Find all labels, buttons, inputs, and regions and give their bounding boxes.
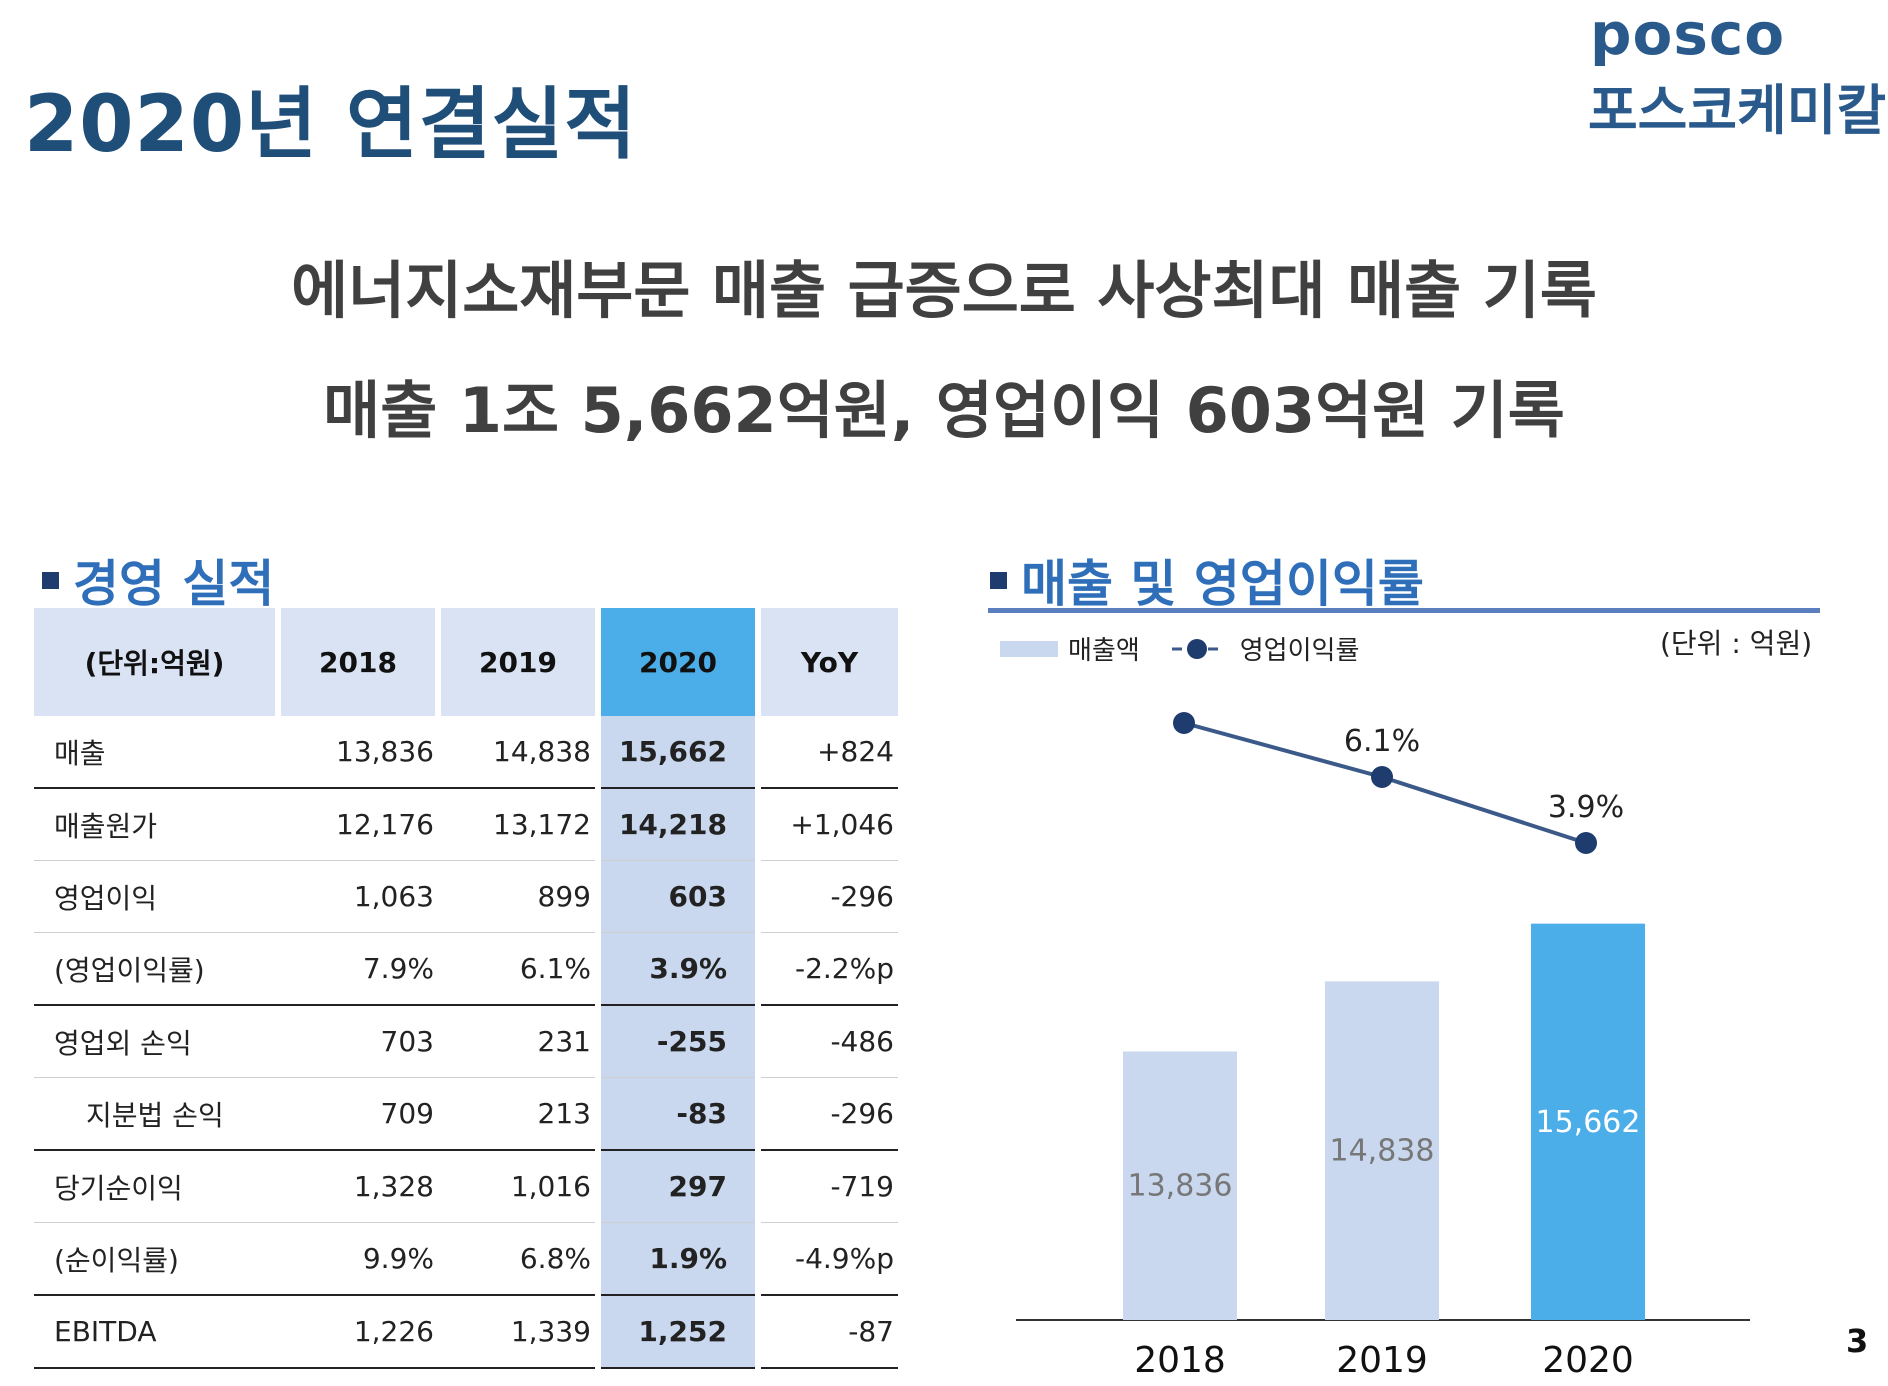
cell-2018: 1,063 bbox=[278, 860, 438, 933]
page-title: 2020년 연결실적 bbox=[24, 80, 638, 170]
cell-yoy: +824 bbox=[758, 716, 898, 789]
row-label: 지분법 손익 bbox=[34, 1077, 278, 1151]
cell-2018: 1,226 bbox=[278, 1295, 438, 1369]
margin-value-label: 6.1% bbox=[1344, 724, 1420, 759]
cell-2020: 14,218 bbox=[595, 788, 761, 861]
cell-2018: 7.9% bbox=[278, 932, 438, 1006]
bar-2020 bbox=[1531, 923, 1645, 1320]
cell-2019: 6.8% bbox=[438, 1222, 598, 1296]
table-row: (영업이익률) 7.9% 6.1% 3.9% -2.2%p bbox=[34, 932, 898, 1006]
cell-2018: 1,328 bbox=[278, 1150, 438, 1223]
cell-2018: 703 bbox=[278, 1005, 438, 1078]
margin-point bbox=[1371, 766, 1393, 788]
cell-yoy: -4.9%p bbox=[758, 1222, 898, 1296]
bar-2018 bbox=[1123, 1051, 1237, 1320]
logo-posco: posco bbox=[1590, 0, 1786, 68]
section-divider bbox=[988, 608, 1820, 613]
legend-line-label: 영업이익률 bbox=[1239, 636, 1360, 666]
page-number: 3 bbox=[1846, 1322, 1869, 1360]
section-title-sales-margin: 매출 및 영업이익률 bbox=[990, 544, 1424, 616]
table-row: 매출원가 12,176 13,172 14,218 +1,046 bbox=[34, 788, 898, 861]
header-2020: 2020 bbox=[595, 608, 758, 716]
section-title-text: 매출 및 영업이익률 bbox=[1021, 555, 1424, 613]
cell-2018: 9.9% bbox=[278, 1222, 438, 1296]
cell-2019: 1,016 bbox=[438, 1150, 598, 1223]
cell-2020: -83 bbox=[595, 1077, 761, 1151]
cell-2020: 1,252 bbox=[595, 1295, 761, 1369]
cell-2020: -255 bbox=[595, 1005, 761, 1078]
row-label: 당기순이익 bbox=[34, 1150, 278, 1223]
section-title-performance: 경영 실적 bbox=[42, 544, 274, 616]
cell-yoy: +1,046 bbox=[758, 788, 898, 861]
sales-margin-chart: 13,836 2018 14,838 2019 15,662 2020 7.9% 6.1% 3.… bbox=[1016, 700, 1750, 1380]
bullet-square-icon bbox=[42, 571, 59, 589]
bar-value-label: 14,838 bbox=[1330, 1134, 1435, 1169]
cell-yoy: -486 bbox=[758, 1005, 898, 1078]
cell-2020: 603 bbox=[595, 860, 761, 933]
margin-point bbox=[1173, 712, 1195, 734]
cell-2019: 213 bbox=[438, 1077, 598, 1151]
row-label: 영업이익 bbox=[34, 860, 278, 933]
cell-2019: 1,339 bbox=[438, 1295, 598, 1369]
cell-2018: 13,836 bbox=[278, 716, 438, 789]
table-row: EBITDA 1,226 1,339 1,252 -87 bbox=[34, 1295, 898, 1369]
cell-2020: 297 bbox=[595, 1150, 761, 1223]
row-label: (순이익률) bbox=[34, 1222, 278, 1296]
bar-value-label: 13,836 bbox=[1128, 1169, 1233, 1204]
cell-yoy: -296 bbox=[758, 1077, 898, 1151]
cell-yoy: -719 bbox=[758, 1150, 898, 1223]
x-tick-label: 2020 bbox=[1542, 1340, 1634, 1380]
table-row: (순이익률) 9.9% 6.8% 1.9% -4.9%p bbox=[34, 1222, 898, 1296]
table-header-row: (단위:억원) 2018 2019 2020 YoY bbox=[34, 608, 898, 716]
legend-line-marker-icon bbox=[1171, 638, 1222, 659]
logo-company-name: 포스코케미칼 bbox=[1588, 79, 1887, 142]
header-yoy: YoY bbox=[755, 608, 898, 716]
bar-2019 bbox=[1325, 981, 1439, 1320]
headline-line-2: 매출 1조 5,662억원, 영업이익 603억원 기록 bbox=[323, 374, 1565, 447]
row-label: 매출원가 bbox=[34, 788, 278, 861]
cell-2019: 6.1% bbox=[438, 932, 598, 1006]
legend-bar-label: 매출액 bbox=[1068, 636, 1140, 666]
cell-yoy: -2.2%p bbox=[758, 932, 898, 1006]
cell-yoy: -87 bbox=[758, 1295, 898, 1369]
cell-2019: 231 bbox=[438, 1005, 598, 1078]
cell-2019: 13,172 bbox=[438, 788, 598, 861]
margin-point bbox=[1575, 832, 1597, 854]
row-label: (영업이익률) bbox=[34, 932, 278, 1006]
performance-table: (단위:억원) 2018 2019 2020 YoY 매출 13,836 14,… bbox=[34, 608, 898, 1369]
chart-unit-label: (단위 : 억원) bbox=[1660, 627, 1813, 660]
section-title-text: 경영 실적 bbox=[73, 555, 275, 613]
row-label: 매출 bbox=[34, 716, 278, 789]
legend-bar-swatch bbox=[1000, 640, 1058, 657]
table-row: 영업외 손익 703 231 -255 -486 bbox=[34, 1005, 898, 1078]
cell-2019: 899 bbox=[438, 860, 598, 933]
headline-line-1: 에너지소재부문 매출 급증으로 사상최대 매출 기록 bbox=[291, 254, 1597, 327]
header-2019: 2019 bbox=[435, 608, 598, 716]
table-row: 당기순이익 1,328 1,016 297 -719 bbox=[34, 1150, 898, 1223]
header-2018: 2018 bbox=[275, 608, 438, 716]
cell-yoy: -296 bbox=[758, 860, 898, 933]
table-row: 지분법 손익 709 213 -83 -296 bbox=[34, 1077, 898, 1151]
margin-value-label: 7.9% bbox=[1146, 700, 1222, 705]
x-tick-label: 2019 bbox=[1336, 1340, 1428, 1380]
chart-legend: 매출액 영업이익률 bbox=[1000, 630, 1359, 667]
table-row: 영업이익 1,063 899 603 -296 bbox=[34, 860, 898, 933]
cell-2018: 12,176 bbox=[278, 788, 438, 861]
cell-2020: 3.9% bbox=[595, 932, 761, 1006]
bar-value-label: 15,662 bbox=[1536, 1105, 1641, 1140]
row-label: 영업외 손익 bbox=[34, 1005, 278, 1078]
x-tick-label: 2018 bbox=[1134, 1340, 1226, 1380]
margin-value-label: 3.9% bbox=[1548, 790, 1624, 825]
cell-2018: 709 bbox=[278, 1077, 438, 1151]
cell-2020: 1.9% bbox=[595, 1222, 761, 1296]
header-unit: (단위:억원) bbox=[34, 608, 278, 716]
bullet-square-icon bbox=[990, 571, 1007, 589]
row-label: EBITDA bbox=[34, 1295, 278, 1369]
table-row: 매출 13,836 14,838 15,662 +824 bbox=[34, 716, 898, 789]
cell-2019: 14,838 bbox=[438, 716, 598, 789]
cell-2020: 15,662 bbox=[595, 716, 761, 789]
